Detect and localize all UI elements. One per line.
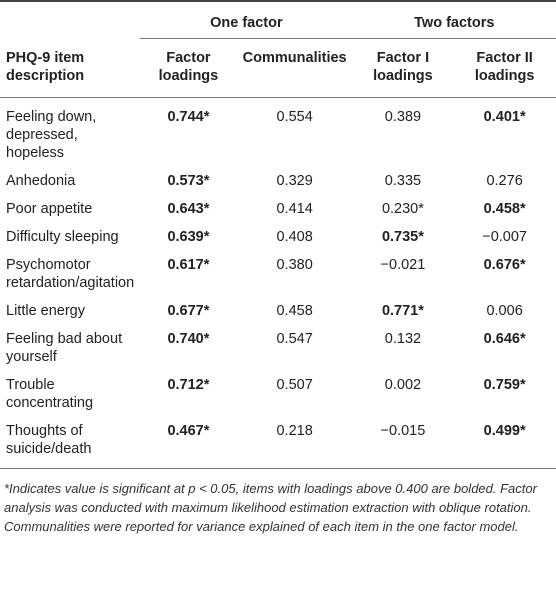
loading-cell: 0.467*	[140, 416, 237, 469]
loading-cell: 0.740*	[167, 331, 210, 347]
table-row: Poor appetite 0.643* 0.414 0.230* 0.458*	[0, 194, 556, 222]
column-header: Communalities	[236, 38, 353, 98]
loading-cell: 0.002	[384, 377, 422, 393]
group-header-row: One factor Two factors	[0, 0, 556, 39]
loading-cell: 0.458	[276, 303, 313, 319]
group-header: Two factors	[352, 0, 556, 39]
group-header: One factor	[140, 0, 353, 39]
item-description: Little energy	[6, 303, 85, 319]
loading-cell: 0.573*	[167, 173, 210, 189]
item-description: Difficulty sleeping	[6, 229, 119, 245]
table-row: Psychomotor retardation/agitation 0.617* 0…	[0, 250, 556, 296]
table-row: Trouble concentrating 0.712* 0.507 0.002 0.7…	[0, 370, 556, 416]
column-header-row: PHQ-9 item description Factor loadings C…	[0, 38, 556, 98]
loading-cell: 0.408	[276, 229, 313, 245]
loading-cell: 0.639*	[167, 229, 210, 245]
loading-cell: −0.015	[352, 416, 454, 469]
loading-cell: 0.771*	[381, 303, 424, 319]
loading-cell: 0.735*	[381, 229, 424, 245]
loading-cell: 0.389	[384, 109, 422, 125]
item-description: Psychomotor retardation/agitation	[6, 257, 135, 291]
loading-cell: −0.021	[380, 257, 426, 273]
loading-cell: 0.458*	[483, 201, 526, 217]
table-row: Little energy 0.677* 0.458 0.771* 0.006	[0, 296, 556, 324]
item-description: Thoughts of suicide/death	[0, 416, 141, 469]
loading-cell: 0.646*	[483, 331, 526, 347]
item-description: Anhedonia	[6, 173, 76, 189]
item-description: Feeling bad about yourself	[6, 331, 123, 365]
table-body: Feeling down, depressed, hopeless 0.744* 0…	[0, 98, 556, 469]
table: One factor Two factors PHQ-9 item descri…	[0, 0, 556, 469]
column-header: Factor II loadings	[453, 38, 556, 98]
column-header: Factor I loadings	[352, 38, 454, 98]
loading-cell: 0.335	[384, 173, 422, 189]
table-row: Feeling bad about yourself 0.740* 0.547 0.1…	[0, 324, 556, 370]
loading-cell: 0.554	[276, 109, 313, 125]
loading-cell: 0.617*	[167, 257, 210, 273]
table-row: Thoughts of suicide/death 0.467* 0.218 −0.0…	[0, 416, 556, 469]
loading-cell: 0.712*	[167, 377, 210, 393]
loading-cell: 0.006	[486, 303, 523, 319]
table-row: Anhedonia 0.573* 0.329 0.335 0.276	[0, 166, 556, 194]
footnote: *Indicates value is significant at p < 0…	[4, 481, 537, 534]
loading-cell: 0.759*	[483, 377, 526, 393]
table-head: One factor Two factors PHQ-9 item descri…	[0, 0, 556, 98]
loading-cell: 0.414	[276, 201, 313, 217]
loading-cell: 0.329	[276, 173, 313, 189]
loading-cell: 0.676*	[483, 257, 526, 273]
loading-cell: 0.677*	[167, 303, 210, 319]
loading-cell: 0.547	[276, 331, 313, 347]
loading-cell: 0.744*	[167, 109, 210, 125]
table-row: Difficulty sleeping 0.639* 0.408 0.735* −0.0…	[0, 222, 556, 250]
loading-cell: 0.499*	[453, 416, 556, 469]
loading-cell: 0.218	[236, 416, 353, 469]
loading-cell: 0.230*	[381, 201, 424, 217]
table-row: Feeling down, depressed, hopeless 0.744* 0…	[0, 98, 556, 167]
column-header: PHQ-9 item description	[0, 38, 141, 98]
item-description: Poor appetite	[6, 201, 93, 217]
item-description: Trouble concentrating	[6, 377, 94, 411]
empty-header	[0, 0, 141, 39]
loading-cell: 0.643*	[167, 201, 210, 217]
loading-cell: 0.507	[276, 377, 313, 393]
loading-cell: 0.380	[276, 257, 313, 273]
loading-cell: 0.132	[384, 331, 422, 347]
loading-cell: 0.276	[486, 173, 523, 189]
loading-cell: 0.401*	[483, 109, 526, 125]
column-header: Factor loadings	[140, 38, 237, 98]
loading-cell: −0.007	[482, 229, 527, 245]
item-description: Feeling down, depressed, hopeless	[6, 109, 97, 161]
